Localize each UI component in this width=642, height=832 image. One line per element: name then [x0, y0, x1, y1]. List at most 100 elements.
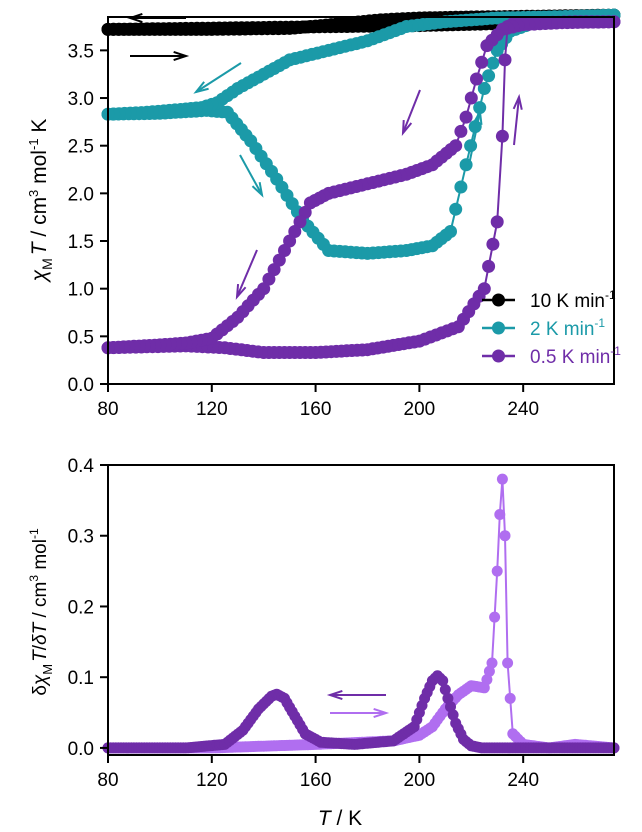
arrow-2K-cooling-upper	[193, 62, 242, 94]
bottom-x-tick-label: 200	[404, 770, 436, 791]
bottom-x-tick-label: 80	[97, 770, 118, 791]
top-data-point	[470, 72, 483, 86]
bottom-data-point	[439, 684, 451, 696]
top-data-point	[459, 110, 473, 124]
top-data-point	[444, 225, 457, 238]
top-y-axis-label: χMT / cm3 mol-1 K	[26, 119, 55, 284]
bottom-data-point	[489, 611, 501, 623]
bottom-data-point	[491, 565, 503, 577]
top-data-point	[272, 253, 286, 267]
top-data-point	[498, 53, 512, 67]
top-y-tick-label: 1.5	[68, 232, 94, 253]
top-data-point	[303, 196, 317, 210]
arrow-2K-cooling-lower	[239, 154, 264, 198]
top-data-point	[464, 139, 478, 153]
bottom-x-tick-label: 160	[300, 770, 332, 791]
top-x-tick-label: 240	[507, 399, 539, 420]
bottom-data-point	[496, 473, 508, 485]
top-series-line-1	[107, 14, 615, 255]
top-data-point	[267, 263, 281, 277]
top-data-point	[482, 69, 496, 83]
bottom-data-point	[504, 692, 516, 704]
top-series-1	[101, 8, 621, 260]
top-series-2	[101, 15, 621, 359]
bottom-x-tick-label: 120	[196, 770, 228, 791]
top-data-point	[490, 215, 504, 229]
arrow-cooling	[326, 689, 386, 701]
bottom-data-point	[502, 657, 514, 669]
top-data-point	[477, 282, 491, 296]
top-x-ticks: 80 120 160 200 240	[97, 384, 539, 420]
top-chart: 80 120 160 200 240 0.00.51.01.52.02.53.03.5 …	[26, 8, 621, 420]
arrow-05K-cooling-lower	[235, 249, 258, 300]
bottom-data-point	[486, 657, 498, 669]
bottom-y-axis-label: δχMT/δT / cm3 mol-1	[27, 528, 55, 696]
bottom-y-tick-label: 0.1	[68, 668, 94, 689]
bottom-x-ticks: 80 120 160 200 240	[97, 755, 539, 791]
top-y-ticks: 0.0 0.5 1.0 1.5 2.0 2.5 3.0 3.5	[68, 41, 108, 396]
bottom-y-tick-label: 0.0	[68, 739, 94, 760]
bottom-y-tick-label: 0.2	[68, 597, 94, 618]
top-data-point	[482, 259, 496, 273]
top-y-tick-label: 0.5	[68, 327, 94, 348]
bottom-series-line-0	[108, 479, 615, 749]
top-x-tick-label: 80	[97, 399, 118, 420]
top-data-point	[486, 237, 500, 251]
top-data-point	[283, 234, 297, 248]
legend-marker-05K	[492, 349, 505, 363]
top-data-point	[262, 272, 276, 286]
legend-label-05K: 0.5 K min-1	[530, 344, 621, 368]
arrow-05K-cooling-upper	[401, 89, 421, 136]
bottom-y-tick-label: 0.3	[68, 527, 94, 548]
bottom-data-point	[442, 692, 454, 704]
arrow-10K-heating	[130, 50, 190, 62]
arrow-2K-heating	[468, 108, 483, 166]
top-data-point	[473, 101, 487, 115]
top-data-point	[486, 56, 500, 70]
top-data-point	[293, 215, 307, 229]
arrow-05K-heating	[512, 93, 523, 146]
bottom-data-point	[481, 674, 493, 686]
bottom-data-point	[494, 509, 506, 520]
top-y-tick-label: 3.0	[68, 89, 94, 110]
top-data-point	[288, 225, 302, 238]
top-data-point	[464, 91, 478, 105]
top-x-tick-label: 200	[404, 399, 436, 420]
bottom-data-point	[499, 530, 511, 542]
bottom-arrows-layer	[326, 689, 390, 719]
legend-entry-2K: 2 K min-1	[482, 316, 605, 340]
legend-label-10K: 10 K min-1	[530, 288, 616, 312]
bottom-series-layer	[102, 473, 620, 754]
top-data-point	[495, 129, 509, 143]
top-data-point	[454, 180, 468, 194]
legend-marker-2K	[492, 321, 505, 335]
bottom-data-point	[483, 665, 495, 677]
top-data-point	[449, 202, 463, 216]
top-data-point	[480, 39, 494, 53]
top-data-point	[298, 205, 312, 219]
top-plot-frame	[107, 16, 615, 385]
bottom-series-1	[102, 670, 620, 754]
top-x-tick-label: 160	[300, 399, 332, 420]
top-y-tick-label: 0.0	[68, 375, 94, 396]
bottom-y-ticks: 0.0 0.1 0.2 0.3 0.4	[68, 456, 108, 760]
bottom-plot-frame	[107, 464, 615, 756]
bottom-y-tick-label: 0.4	[68, 456, 95, 477]
top-data-point	[278, 244, 291, 257]
top-x-tick-label: 120	[196, 399, 228, 420]
top-y-tick-label: 3.5	[68, 41, 94, 62]
top-data-point	[454, 124, 468, 138]
bottom-x-axis-label: T / K	[318, 807, 362, 830]
top-legend: 10 K min-1 2 K min-1 0.5 K min-1	[482, 288, 621, 368]
legend-entry-05K: 0.5 K min-1	[482, 344, 621, 368]
arrow-heating	[330, 707, 390, 719]
top-y-tick-label: 2.0	[68, 184, 94, 205]
top-data-point	[475, 55, 489, 69]
bottom-data-point	[437, 675, 449, 687]
bottom-data-point	[447, 709, 459, 721]
top-y-tick-label: 1.0	[68, 280, 94, 301]
bottom-chart: 80 120 160 200 240 0.0 0.1 0.2 0.3 0.4 δχMT/δT /…	[27, 456, 620, 830]
legend-marker-10K	[492, 293, 505, 307]
legend-entry-10K: 10 K min-1	[482, 288, 616, 312]
